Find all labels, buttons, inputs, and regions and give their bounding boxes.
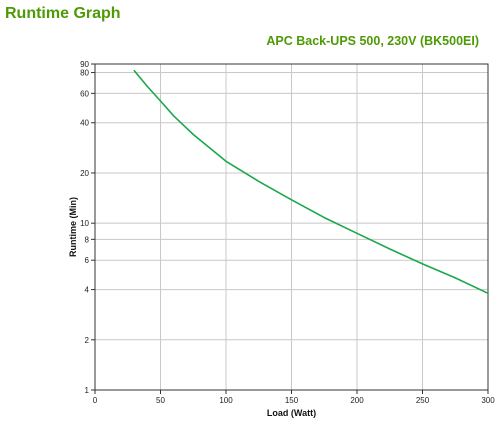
x-tick-label: 50	[156, 396, 165, 405]
y-tick-label: 2	[85, 336, 90, 345]
y-tick-label: 1	[85, 386, 90, 395]
x-axis-label: Load (Watt)	[267, 408, 316, 418]
page-title: Runtime Graph	[5, 5, 121, 22]
x-tick-label: 300	[481, 396, 495, 405]
series-line-0	[133, 69, 489, 295]
y-tick-label: 80	[80, 69, 89, 78]
y-tick-label: 4	[85, 286, 90, 295]
x-tick-label: 200	[350, 396, 364, 405]
x-tick-label: 0	[93, 396, 98, 405]
x-tick-label: 100	[219, 396, 233, 405]
chart-grid	[94, 63, 489, 391]
y-tick-label: 40	[80, 119, 89, 128]
series-layer	[133, 69, 489, 295]
y-tick-label: 20	[80, 169, 89, 178]
y-tick-label: 60	[80, 89, 89, 98]
x-tick-label: 250	[416, 396, 430, 405]
x-tick-label: 150	[285, 396, 299, 405]
chart-subtitle: APC Back-UPS 500, 230V (BK500EI)	[266, 34, 479, 48]
y-tick-label: 90	[80, 60, 89, 69]
y-axis-label: Runtime (Min)	[68, 197, 78, 257]
y-tick-label: 10	[80, 219, 89, 228]
y-tick-label: 6	[85, 256, 90, 265]
y-tick-label: 8	[85, 235, 90, 244]
